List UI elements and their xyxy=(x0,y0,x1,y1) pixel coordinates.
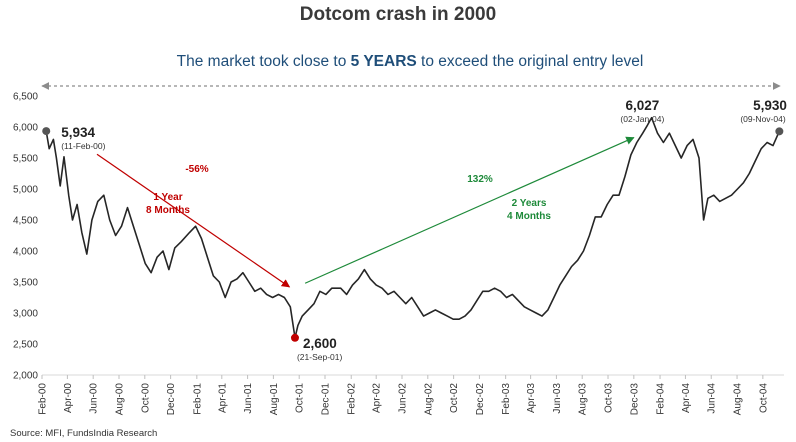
x-tick-label: Jun-04 xyxy=(707,383,718,414)
x-tick-label: Apr-04 xyxy=(681,383,692,413)
subtitle-highlight: 5 YEARS xyxy=(351,53,417,70)
peak-date-label: (02-Jan-04) xyxy=(620,114,664,124)
y-tick-label: 6,500 xyxy=(13,92,38,103)
source-note: Source: MFI, FundsIndia Research xyxy=(10,428,157,439)
y-tick-label: 3,000 xyxy=(13,309,38,320)
start-point-marker xyxy=(42,127,51,136)
end-value-label: 5,930 xyxy=(753,98,787,113)
x-tick-label: Apr-01 xyxy=(217,383,228,413)
chart-title: Dotcom crash in 2000 xyxy=(300,4,496,25)
subtitle-part-1: The market took close to xyxy=(177,53,351,70)
x-tick-label: Apr-00 xyxy=(63,383,74,413)
x-tick-label: Jun-03 xyxy=(552,383,563,414)
recovery-duration-line1: 2 Years xyxy=(512,198,547,209)
recovery-duration-line2: 4 Months xyxy=(507,211,551,222)
start-date-label: (11-Feb-00) xyxy=(61,141,105,151)
x-tick-label: Dec-00 xyxy=(166,383,177,416)
x-tick-label: Aug-02 xyxy=(423,383,434,416)
x-tick-label: Aug-03 xyxy=(578,383,589,416)
x-tick-label: Oct-04 xyxy=(758,383,769,413)
x-tick-label: Aug-01 xyxy=(269,383,280,416)
end-point-marker xyxy=(775,127,784,136)
y-tick-label: 4,000 xyxy=(13,247,38,258)
y-tick-label: 2,500 xyxy=(13,340,38,351)
decline-duration-line1: 1 Year xyxy=(153,192,182,203)
recovery-arrow xyxy=(304,136,635,284)
y-axis: 2,000 2,500 3,000 3,500 4,000 4,500 5,000 5,500… xyxy=(13,92,38,382)
x-tick-label: Feb-02 xyxy=(347,383,358,415)
x-tick-label: Oct-03 xyxy=(604,383,615,413)
x-axis: Feb-00 Apr-00 Jun-00 Aug-00 Oct-00 Dec-00 Feb-… xyxy=(38,375,769,416)
recovery-pct-label: 132% xyxy=(467,174,493,185)
y-tick-label: 5,000 xyxy=(13,185,38,196)
arrow-layer: -56% 1 Year 8 Months 132% 2 Years 4 Months xyxy=(96,136,635,288)
x-tick-label: Jun-00 xyxy=(89,383,100,414)
x-tick-label: Oct-00 xyxy=(140,383,151,413)
x-tick-label: Feb-00 xyxy=(38,383,49,415)
y-tick-label: 3,500 xyxy=(13,278,38,289)
x-tick-label: Dec-02 xyxy=(475,383,486,416)
x-tick-label: Jun-02 xyxy=(398,383,409,414)
x-tick-label: Feb-04 xyxy=(656,383,667,415)
x-tick-label: Feb-01 xyxy=(192,383,203,415)
y-tick-label: 4,500 xyxy=(13,216,38,227)
end-date-label: (09-Nov-04) xyxy=(740,114,786,124)
trough-value-label: 2,600 xyxy=(303,336,337,351)
decline-arrow xyxy=(96,153,291,288)
series-line xyxy=(45,116,781,339)
x-tick-label: Aug-00 xyxy=(114,383,125,416)
peak-value-label: 6,027 xyxy=(625,98,659,113)
x-tick-label: Dec-03 xyxy=(629,383,640,416)
trough-point-marker xyxy=(290,333,299,342)
x-tick-label: Apr-02 xyxy=(372,383,383,413)
annotation-layer: 5,934(11-Feb-00) 2,600(21-Sep-01) 6,027(02… xyxy=(42,98,787,362)
y-tick-label: 5,500 xyxy=(13,154,38,165)
y-tick-label: 2,000 xyxy=(13,371,38,382)
trough-date-label: (21-Sep-01) xyxy=(297,352,343,362)
decline-duration-line2: 8 Months xyxy=(146,205,190,216)
x-tick-label: Oct-01 xyxy=(295,383,306,413)
x-tick-label: Apr-03 xyxy=(526,383,537,413)
subtitle-part-2: to exceed the original entry level xyxy=(417,53,644,70)
x-tick-label: Oct-02 xyxy=(449,383,460,413)
series-layer xyxy=(45,116,781,339)
start-value-label: 5,934 xyxy=(61,125,95,140)
x-tick-label: Feb-03 xyxy=(501,383,512,415)
decline-pct-label: -56% xyxy=(185,164,208,175)
x-tick-label: Aug-04 xyxy=(733,383,744,416)
x-tick-label: Dec-01 xyxy=(321,383,332,416)
x-tick-label: Jun-01 xyxy=(243,383,254,414)
chart-subtitle: The market took close to 5 YEARS to exce… xyxy=(177,53,644,70)
y-tick-label: 6,000 xyxy=(13,123,38,134)
